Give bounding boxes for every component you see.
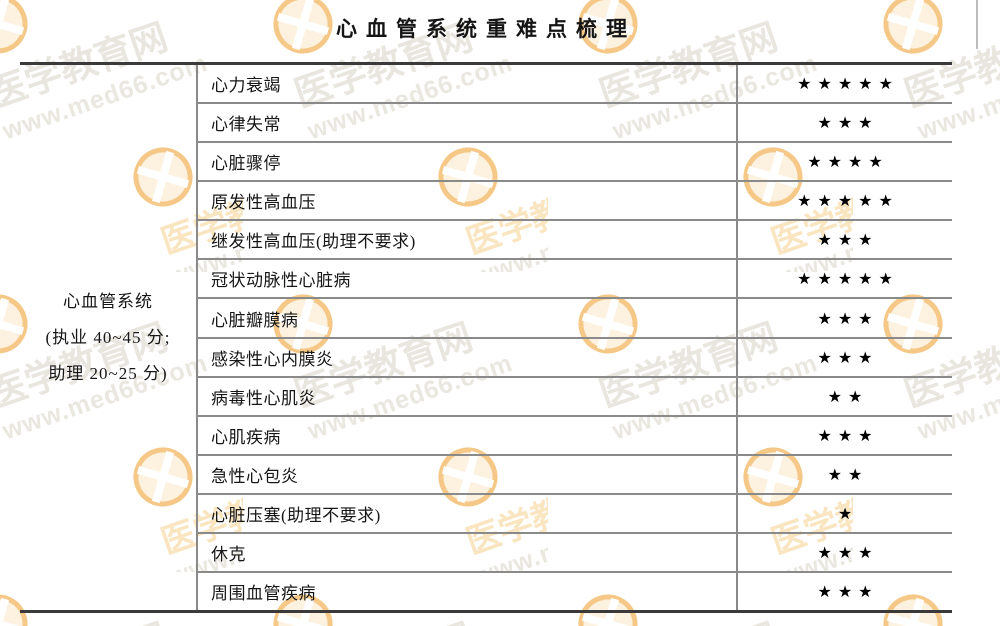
stars-cell: ★★ [827,386,869,406]
table-row: 病毒性心肌炎 ★★ [198,375,952,415]
stars-cell: ★★★★★ [797,74,899,94]
stars-cell: ★ [837,503,859,523]
stars-cell: ★★ [827,464,869,484]
topic-cell: 继发性高血压(助理不要求) [198,221,738,259]
topic-cell: 心律失常 [198,104,738,142]
table-row: 原发性高血压 ★★★★★ [198,180,952,220]
topic-cell: 休克 [198,533,738,572]
table-row: 感染性心内膜炎 ★★★ [198,336,952,376]
category-line: (执业 40~45 分; [45,327,171,347]
table-rows: 心力衰竭 ★★★★★ 心律失常 ★★★ 心脏骤停 ★★★★ 原发性高血压 ★★★… [198,65,952,611]
stars-cell: ★★★★★ [797,269,899,289]
review-table: 心血管系统 (执业 40~45 分; 助理 20~25 分) 心力衰竭 ★★★★… [20,62,952,613]
table-row: 继发性高血压(助理不要求) ★★★ [198,219,952,259]
stars-cell: ★★★ [817,582,879,602]
table-row: 心脏骤停 ★★★★ [198,141,952,181]
page-edge-line [976,0,978,49]
topic-cell: 心脏瓣膜病 [198,299,738,337]
topic-cell: 周围血管疾病 [198,573,738,611]
category-line: 助理 20~25 分) [48,363,168,383]
topic-cell: 心肌疾病 [198,416,738,454]
table-row: 心肌疾病 ★★★ [198,414,952,454]
topic-cell: 心力衰竭 [198,65,738,103]
stars-cell: ★★★ [817,542,879,562]
stars-cell: ★★★★★ [797,191,899,211]
topic-cell: 急性心包炎 [198,455,738,493]
table-row: 心律失常 ★★★ [198,102,952,142]
table-row: 休克 ★★★ [198,531,952,572]
table-row: 冠状动脉性心脏病 ★★★★★ [198,258,952,298]
stars-cell: ★★★ [817,230,879,250]
stars-cell: ★★★ [817,308,879,328]
stars-cell: ★★★★ [807,152,889,172]
topic-cell: 原发性高血压 [198,182,738,220]
table-row: 心力衰竭 ★★★★★ [198,65,952,103]
topic-cell: 心脏压塞(助理不要求) [198,494,738,532]
page-title: 心血管系统重难点梳理 [336,18,636,41]
category-line: 心血管系统 [63,291,153,311]
table-row: 周围血管疾病 ★★★ [198,571,952,611]
stars-cell: ★★★ [817,347,879,367]
table-row: 急性心包炎 ★★ [198,453,952,493]
category-cell: 心血管系统 (执业 40~45 分; 助理 20~25 分) [20,65,198,610]
topic-cell: 感染性心内膜炎 [198,338,738,376]
topic-cell: 冠状动脉性心脏病 [198,260,738,298]
stars-cell: ★★★ [817,425,879,445]
topic-cell: 病毒性心肌炎 [198,377,738,415]
stars-cell: ★★★ [817,113,879,133]
table-row: 心脏瓣膜病 ★★★ [198,297,952,337]
topic-cell: 心脏骤停 [198,143,738,181]
table-row: 心脏压塞(助理不要求) ★ [198,492,952,532]
